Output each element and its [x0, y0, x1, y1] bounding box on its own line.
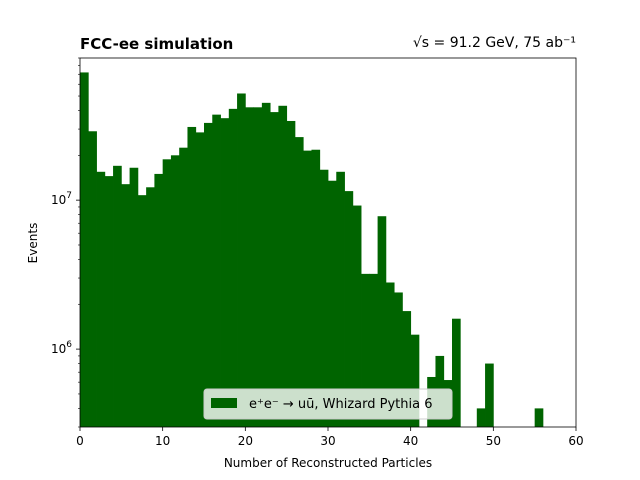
histogram-bar: [336, 171, 345, 427]
histogram-bar: [228, 108, 238, 428]
x-tick-label: 60: [568, 434, 583, 448]
histogram-bar: [96, 171, 106, 427]
chart-title: FCC-ee simulation: [80, 35, 233, 53]
histogram-bar: [204, 122, 213, 428]
histogram-bar: [319, 169, 329, 428]
x-tick-label: 40: [403, 434, 418, 448]
x-tick-label: 50: [486, 434, 501, 448]
histogram-bar: [369, 273, 378, 427]
histogram-bar: [361, 273, 370, 427]
y-tick-label: 107: [51, 191, 72, 207]
histogram-bar: [385, 282, 395, 427]
histogram-bar: [154, 173, 164, 427]
y-axis: 106 107: [51, 57, 80, 428]
x-tick-label: 30: [320, 434, 335, 448]
histogram-bar: [253, 107, 263, 428]
histogram-bar: [170, 155, 180, 427]
histogram-bar: [80, 72, 89, 427]
y-axis-label: Events: [26, 223, 40, 264]
x-axis: 0 10 20 30 40 50 60: [76, 427, 584, 448]
histogram-bar: [294, 137, 304, 427]
histogram-bar: [476, 408, 486, 427]
histogram-bar: [162, 159, 172, 427]
histogram-bar: [485, 363, 494, 427]
x-tick-label: 20: [238, 434, 253, 448]
histogram-bar: [121, 184, 130, 427]
histogram-bar: [113, 165, 122, 427]
histogram-bar: [104, 176, 114, 427]
histogram-bar: [146, 187, 155, 427]
histogram-bar: [452, 318, 461, 427]
histogram-bar: [245, 107, 254, 428]
chart-subtitle: √s = 91.2 GeV, 75 ab⁻¹: [413, 35, 576, 51]
histogram-bar: [303, 150, 312, 427]
histogram-bar: [377, 216, 387, 427]
histogram-bar: [237, 93, 246, 427]
histogram-bar: [270, 112, 279, 427]
histogram-bar: [129, 167, 139, 427]
histogram-bar: [179, 147, 188, 427]
legend-label: e⁺e⁻ → uū, Whizard Pythia 6: [249, 397, 432, 412]
histogram-bar: [352, 205, 362, 427]
histogram-bar: [534, 408, 544, 427]
x-axis-label: Number of Reconstructed Particles: [224, 456, 432, 470]
histogram-bar: [402, 311, 412, 427]
y-tick-label: 106: [51, 340, 72, 356]
histogram-bar: [261, 102, 271, 427]
legend-swatch: [211, 398, 237, 408]
histogram-bar: [195, 132, 205, 427]
x-tick-label: 0: [76, 434, 84, 448]
histogram-bar: [328, 180, 337, 427]
histogram-bar: [286, 120, 296, 428]
histogram-bar: [212, 114, 221, 427]
histogram-bar: [344, 191, 354, 427]
legend: e⁺e⁻ → uū, Whizard Pythia 6: [203, 388, 453, 420]
histogram-bar: [394, 292, 403, 427]
legend-box: [203, 388, 453, 420]
histogram-bar: [187, 126, 197, 428]
histogram-bars: [80, 72, 544, 428]
histogram-bar: [311, 149, 321, 427]
histogram-bar: [278, 105, 288, 427]
histogram-bar: [410, 334, 420, 427]
histogram-bar: [88, 131, 97, 427]
histogram-bar: [137, 195, 147, 427]
histogram-bar: [220, 118, 230, 427]
x-tick-label: 10: [155, 434, 170, 448]
